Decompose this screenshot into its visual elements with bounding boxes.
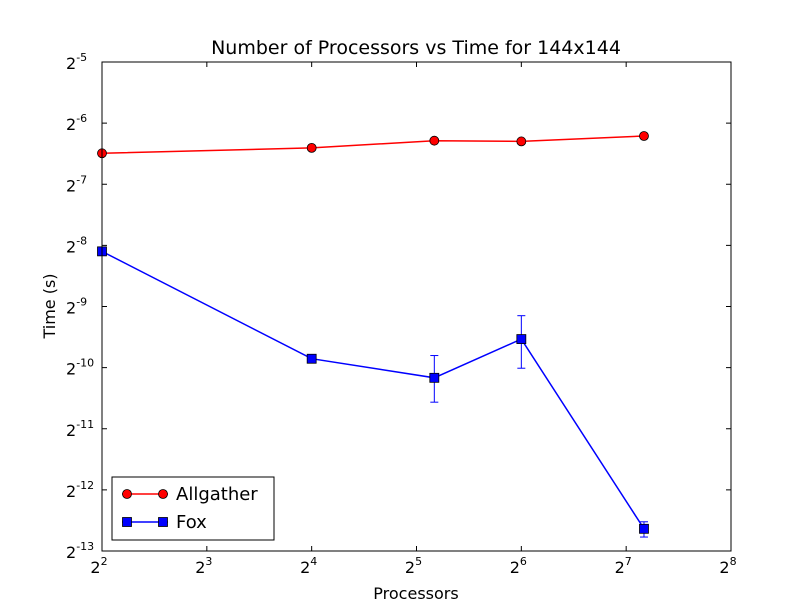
y-tick-label: 2-6 <box>66 112 87 134</box>
x-tick-label: 27 <box>615 555 632 577</box>
x-tick-label: 22 <box>90 555 107 577</box>
y-tick-label: 2-13 <box>66 540 94 562</box>
data-point-allgather <box>429 135 440 146</box>
data-point-fox <box>306 353 317 364</box>
legend-marker-allgather <box>158 489 168 499</box>
data-point-fox <box>639 523 649 534</box>
legend-marker-allgather <box>122 489 132 499</box>
data-point-fox <box>429 372 440 383</box>
y-tick-label: 2-10 <box>66 357 94 379</box>
y-axis-label: Time (s) <box>40 273 59 339</box>
y-tick-label: 2-8 <box>66 234 87 256</box>
y-tick-label: 2-12 <box>66 479 94 501</box>
x-tick-label: 25 <box>405 555 422 577</box>
legend-marker-fox <box>158 517 168 527</box>
x-tick-label: 23 <box>195 555 212 577</box>
y-tick-label: 2-5 <box>66 51 87 73</box>
x-tick-label: 24 <box>300 555 317 577</box>
legend-label-allgather: Allgather <box>176 484 258 505</box>
x-tick-label: 26 <box>510 555 527 577</box>
x-axis-label: Processors <box>373 584 458 603</box>
data-point-allgather <box>306 142 317 153</box>
y-tick-label: 2-7 <box>66 173 87 195</box>
data-point-allgather <box>639 131 649 141</box>
plot-area-frame <box>101 61 732 552</box>
data-point-fox <box>516 334 527 344</box>
chart-title: Number of Processors vs Time for 144x144 <box>211 37 621 59</box>
data-point-allgather <box>516 136 527 147</box>
y-tick-label: 2-9 <box>66 296 87 318</box>
legend-label-fox: Fox <box>176 512 207 533</box>
legend-marker-fox <box>122 517 132 527</box>
legend: Allgather Fox <box>111 476 275 541</box>
x-tick-label: 28 <box>719 555 736 577</box>
legend-box <box>111 476 275 541</box>
y-tick-label: 2-11 <box>66 418 94 440</box>
